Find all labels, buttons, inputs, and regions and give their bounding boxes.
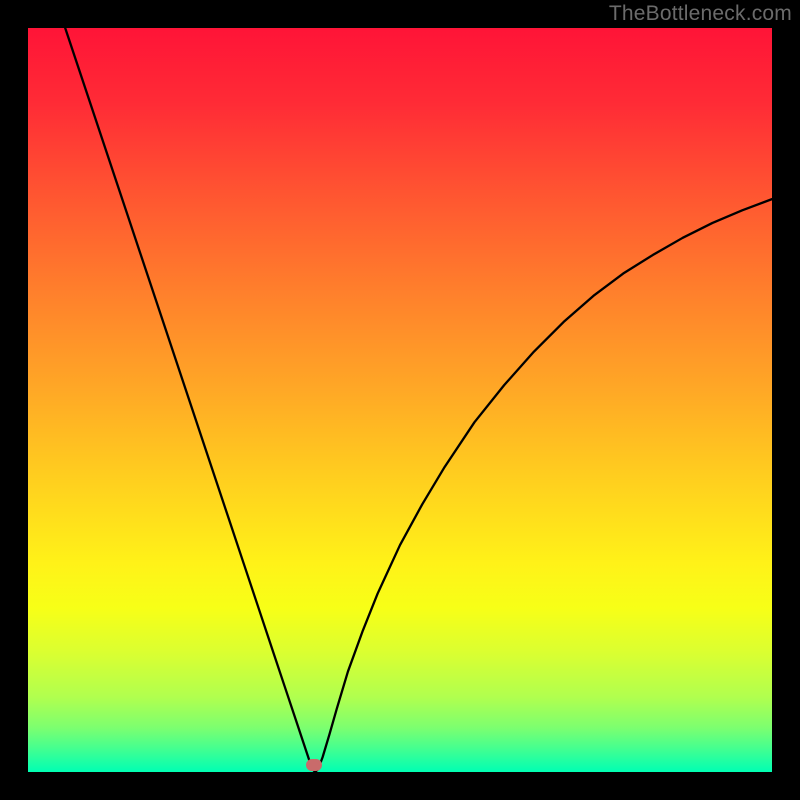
optimal-point-marker xyxy=(306,759,322,771)
chart-plot-area xyxy=(28,28,772,772)
chart-background xyxy=(28,28,772,772)
watermark-text: TheBottleneck.com xyxy=(609,2,792,26)
chart-svg xyxy=(28,28,772,772)
